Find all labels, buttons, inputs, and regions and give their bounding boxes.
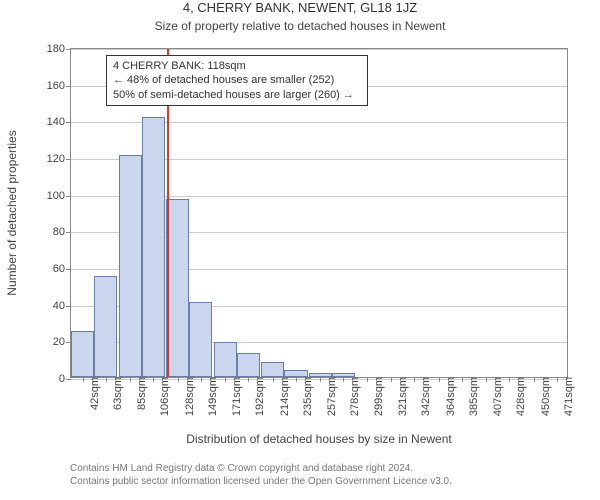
- x-tick-label: 299sqm: [367, 377, 385, 416]
- y-tick-mark: [66, 49, 71, 50]
- histogram-bar: [142, 117, 165, 377]
- x-tick-label: 278sqm: [343, 377, 361, 416]
- page-subtitle: Size of property relative to detached ho…: [0, 19, 600, 33]
- histogram-bar: [166, 199, 189, 377]
- x-tick-label: 128sqm: [178, 377, 196, 416]
- x-tick-label: 42sqm: [83, 377, 101, 410]
- x-tick-label: 149sqm: [201, 377, 219, 416]
- histogram-bar: [237, 353, 260, 377]
- callout-line-3: 50% of semi-detached houses are larger (…: [113, 88, 361, 102]
- x-tick-label: 214sqm: [273, 377, 291, 416]
- x-tick-label: 235sqm: [296, 377, 314, 416]
- histogram-bar: [189, 302, 212, 377]
- x-tick-label: 428sqm: [509, 377, 527, 416]
- x-tick-label: 192sqm: [248, 377, 266, 416]
- gridline-h: [71, 49, 567, 50]
- y-tick-mark: [66, 232, 71, 233]
- x-tick-label: 106sqm: [153, 377, 171, 416]
- y-tick-mark: [66, 196, 71, 197]
- y-tick-mark: [66, 86, 71, 87]
- histogram-bar: [71, 331, 94, 377]
- x-tick-label: 63sqm: [106, 377, 124, 410]
- y-tick-mark: [66, 269, 71, 270]
- histogram-bar: [284, 370, 307, 377]
- histogram-bar: [261, 362, 284, 377]
- x-axis-title: Distribution of detached houses by size …: [70, 432, 568, 446]
- x-tick-label: 321sqm: [391, 377, 409, 416]
- x-tick-label: 385sqm: [462, 377, 480, 416]
- x-tick-label: 257sqm: [320, 377, 338, 416]
- callout-line-1: 4 CHERRY BANK: 118sqm: [113, 59, 361, 73]
- x-tick-label: 85sqm: [130, 377, 148, 410]
- attribution-text: Contains HM Land Registry data © Crown c…: [70, 462, 452, 488]
- y-tick-mark: [66, 159, 71, 160]
- y-tick-mark: [66, 306, 71, 307]
- x-tick-label: 450sqm: [534, 377, 552, 416]
- x-tick-label: 171sqm: [225, 377, 243, 416]
- attribution-line-1: Contains HM Land Registry data © Crown c…: [70, 462, 452, 475]
- chart-callout-box: 4 CHERRY BANK: 118sqm ← 48% of detached …: [106, 55, 368, 106]
- attribution-line-2: Contains public sector information licen…: [70, 475, 452, 488]
- callout-line-2: ← 48% of detached houses are smaller (25…: [113, 73, 361, 87]
- x-tick-label: 364sqm: [439, 377, 457, 416]
- y-tick-mark: [66, 379, 71, 380]
- histogram-bar: [119, 155, 142, 377]
- y-axis-title: Number of detached properties: [5, 130, 19, 295]
- x-tick-label: 471sqm: [557, 377, 575, 416]
- x-tick-label: 407sqm: [486, 377, 504, 416]
- histogram-bar: [214, 342, 237, 377]
- y-tick-mark: [66, 122, 71, 123]
- x-tick-label: 342sqm: [414, 377, 432, 416]
- histogram-bar: [94, 276, 117, 377]
- page-title: 4, CHERRY BANK, NEWENT, GL18 1JZ: [0, 0, 600, 15]
